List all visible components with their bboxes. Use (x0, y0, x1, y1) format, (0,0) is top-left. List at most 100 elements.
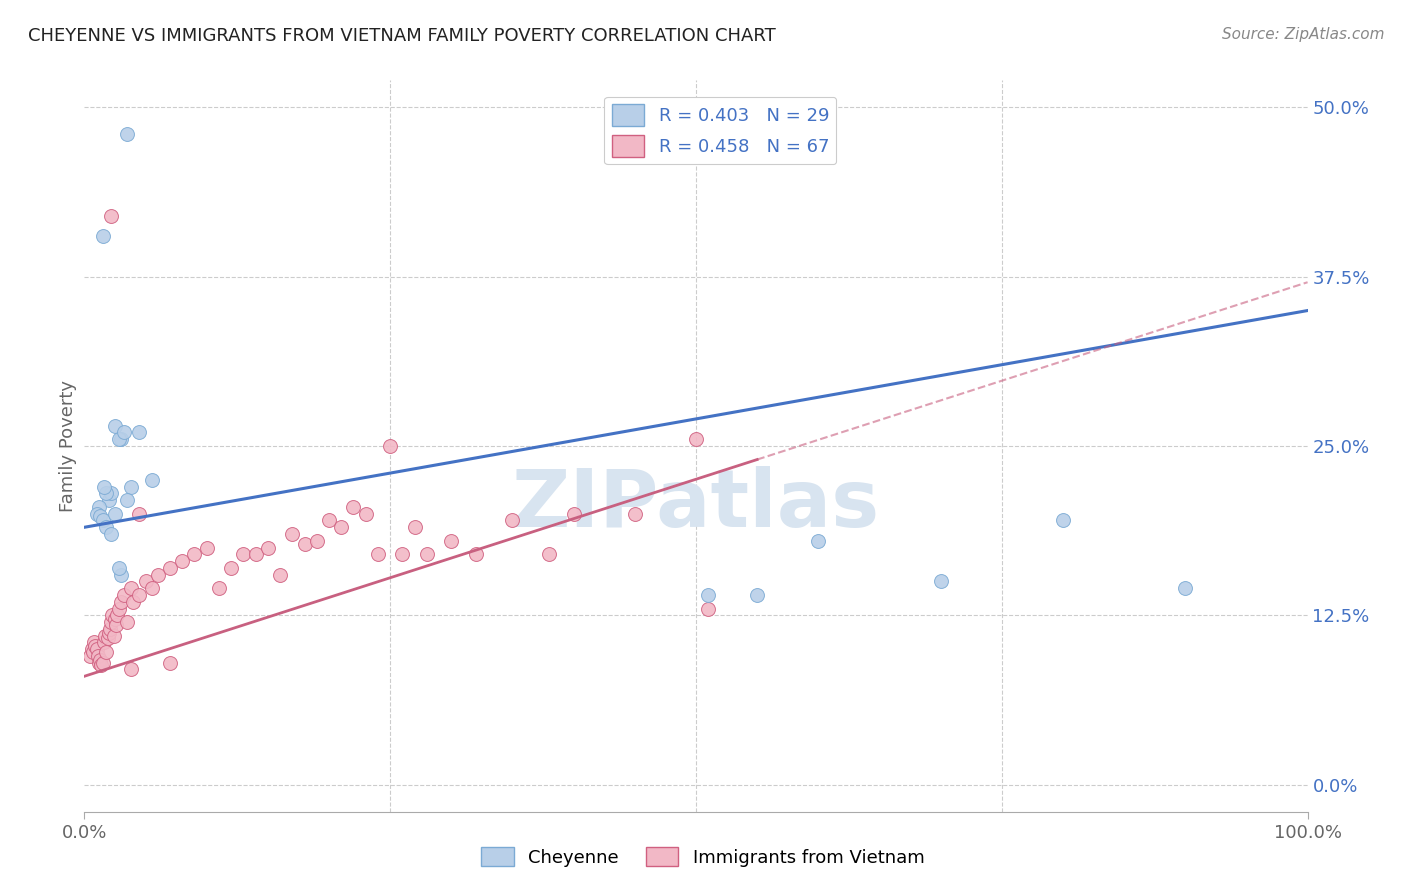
Text: CHEYENNE VS IMMIGRANTS FROM VIETNAM FAMILY POVERTY CORRELATION CHART: CHEYENNE VS IMMIGRANTS FROM VIETNAM FAMI… (28, 27, 776, 45)
Text: Source: ZipAtlas.com: Source: ZipAtlas.com (1222, 27, 1385, 42)
Point (440, 533, 463, 548)
Point (112, 588, 135, 602)
Point (107, 601, 129, 615)
Point (404, 520, 426, 534)
Point (97, 632, 120, 646)
Point (367, 547, 389, 561)
Point (90, 658, 112, 673)
Point (100, 615, 122, 629)
Point (464, 547, 486, 561)
Point (100, 486, 122, 500)
Point (232, 547, 254, 561)
Point (96, 520, 118, 534)
Point (105, 608, 128, 623)
Point (172, 554, 194, 568)
Point (120, 480, 142, 494)
Point (104, 507, 127, 521)
Point (697, 601, 720, 615)
Point (79, 648, 101, 663)
Point (112, 425, 135, 440)
Point (86, 507, 108, 521)
Point (86, 642, 108, 657)
Point (100, 209, 122, 223)
Point (318, 514, 340, 528)
Point (110, 595, 132, 609)
Point (91, 229, 114, 244)
Point (115, 128, 138, 142)
Point (502, 514, 524, 528)
Point (87, 656, 110, 670)
Point (747, 588, 769, 602)
Point (107, 432, 129, 446)
Point (1052, 514, 1074, 528)
Point (380, 439, 402, 453)
Y-axis label: Family Poverty: Family Poverty (59, 380, 77, 512)
Point (305, 533, 328, 548)
Point (120, 581, 142, 595)
Point (101, 608, 124, 623)
Point (330, 520, 353, 534)
Point (80, 642, 103, 657)
Point (87, 500, 110, 514)
Point (110, 432, 132, 446)
Point (97, 626, 120, 640)
Point (624, 507, 647, 521)
Point (89, 509, 111, 524)
Point (96, 645, 118, 659)
Legend: R = 0.403   N = 29, R = 0.458   N = 67: R = 0.403 N = 29, R = 0.458 N = 67 (605, 96, 837, 164)
Point (120, 663, 142, 677)
Point (159, 656, 181, 670)
Point (416, 547, 439, 561)
Point (141, 581, 163, 595)
Point (281, 527, 304, 541)
Point (83, 635, 105, 649)
Point (342, 500, 364, 514)
Point (257, 541, 280, 555)
Point (104, 612, 127, 626)
Point (538, 547, 561, 561)
Point (685, 432, 707, 446)
Point (98, 622, 121, 636)
Point (122, 595, 145, 609)
Point (110, 567, 132, 582)
Point (82, 645, 104, 659)
Point (929, 574, 952, 589)
Point (91, 656, 114, 670)
Point (93, 480, 115, 494)
Point (354, 507, 377, 521)
Point (103, 629, 125, 643)
Point (562, 507, 585, 521)
Point (115, 493, 138, 508)
Point (94, 629, 117, 643)
Point (93, 635, 115, 649)
Point (195, 541, 218, 555)
Point (269, 567, 291, 582)
Legend: Cheyenne, Immigrants from Vietnam: Cheyenne, Immigrants from Vietnam (474, 840, 932, 874)
Point (294, 536, 316, 550)
Point (141, 473, 163, 487)
Point (87, 648, 110, 663)
Point (391, 547, 413, 561)
Point (159, 561, 181, 575)
Point (135, 574, 157, 589)
Point (697, 588, 720, 602)
Point (128, 425, 150, 440)
Point (183, 547, 205, 561)
Point (146, 567, 169, 582)
Point (245, 547, 267, 561)
Point (128, 507, 150, 521)
Point (97, 493, 120, 508)
Point (807, 533, 830, 548)
Point (100, 527, 122, 541)
Point (104, 418, 127, 433)
Point (91, 514, 114, 528)
Point (84, 640, 107, 654)
Point (128, 588, 150, 602)
Text: ZIPatlas: ZIPatlas (512, 466, 880, 543)
Point (96, 486, 118, 500)
Point (107, 561, 129, 575)
Point (105, 617, 128, 632)
Point (1174, 581, 1197, 595)
Point (89, 653, 111, 667)
Point (115, 615, 138, 629)
